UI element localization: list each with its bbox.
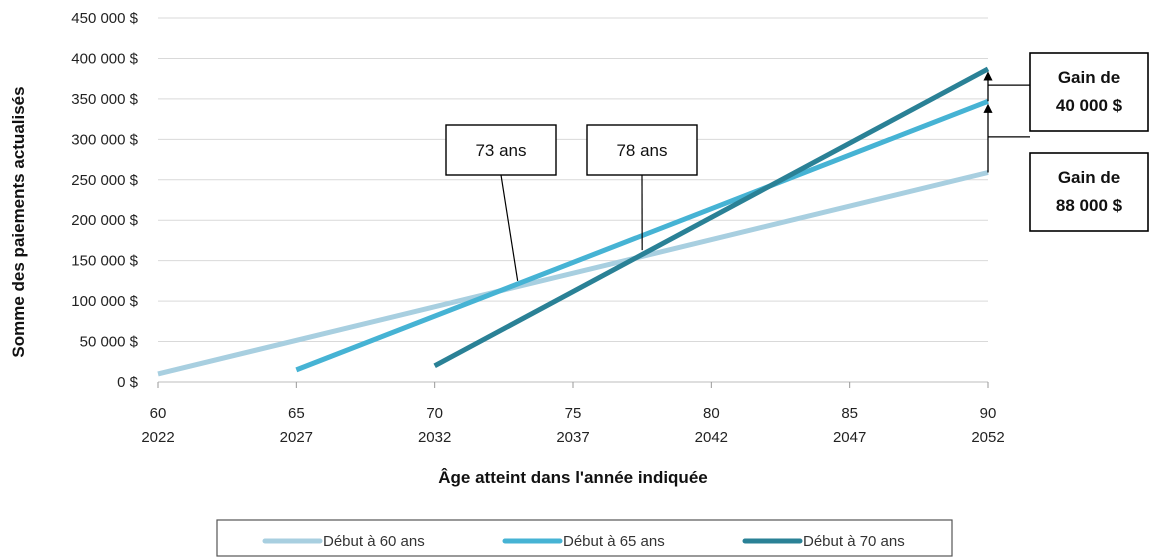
x-tick-label-year: 2052 xyxy=(971,429,1004,446)
y-tick-label: 250 000 $ xyxy=(71,172,138,189)
gain-40-callout-box xyxy=(1029,52,1149,132)
x-axis-title: Âge atteint dans l'année indiquée xyxy=(438,468,707,487)
callout-78-box xyxy=(586,124,698,176)
y-axis-title: Somme des paiements actualisés xyxy=(9,86,28,357)
gain-40-callout-line2: 40 000 $ xyxy=(1056,96,1123,115)
legend-label-3: Début à 70 ans xyxy=(803,533,905,550)
callout-73-leader xyxy=(500,174,519,281)
legend-box xyxy=(216,519,953,557)
callout-73: 73 ans xyxy=(445,124,557,281)
y-tick-label: 100 000 $ xyxy=(71,293,138,310)
x-tick-label-year: 2022 xyxy=(141,429,174,446)
x-tick-label-age: 80 xyxy=(703,405,720,422)
y-tick-label: 300 000 $ xyxy=(71,131,138,148)
callout-78-label: 78 ans xyxy=(616,141,667,160)
x-axis-ticks: 60 2022 65 2027 70 2032 75 2037 80 2042 85 2047 90 20… xyxy=(141,382,1005,446)
gain-40-callout-line1: Gain de xyxy=(1058,68,1120,87)
callout-73-label: 73 ans xyxy=(475,141,526,160)
y-tick-label: 200 000 $ xyxy=(71,212,138,229)
legend-label-1: Début à 60 ans xyxy=(323,533,425,550)
x-tick-label-age: 65 xyxy=(288,405,305,422)
x-tick-label-year: 2047 xyxy=(833,429,866,446)
legend: Début à 60 ans Début à 65 ans Début à 70 a… xyxy=(216,519,953,557)
x-tick-label-age: 70 xyxy=(426,405,443,422)
y-tick-label: 50 000 $ xyxy=(80,334,139,351)
y-tick-label: 150 000 $ xyxy=(71,253,138,270)
callout-73-box xyxy=(445,124,557,176)
x-tick-label-age: 85 xyxy=(841,405,858,422)
gain-40-callout: Gain de 40 000 $ xyxy=(983,52,1149,132)
x-tick-label-year: 2037 xyxy=(556,429,589,446)
legend-label-2: Début à 65 ans xyxy=(563,533,665,550)
y-tick-label: 450 000 $ xyxy=(71,10,138,27)
gridlines xyxy=(158,17,988,383)
x-tick-label-year: 2032 xyxy=(418,429,451,446)
y-tick-label: 400 000 $ xyxy=(71,50,138,67)
series-lines xyxy=(157,66,990,377)
x-tick-label-year: 2027 xyxy=(280,429,313,446)
gain-88-callout-line2: 88 000 $ xyxy=(1056,196,1123,215)
gain-88-callout-box xyxy=(1029,152,1149,232)
x-tick-label-age: 90 xyxy=(980,405,997,422)
annotations: 73 ans 78 ans Gain de 40 000 $ Gain de 88 000… xyxy=(445,52,1149,281)
series-line-1 xyxy=(157,170,989,377)
series-line-3 xyxy=(433,66,990,369)
gain-88-callout: Gain de 88 000 $ xyxy=(983,103,1149,232)
gain-88-callout-line1: Gain de xyxy=(1058,168,1120,187)
x-tick-label-age: 60 xyxy=(150,405,167,422)
y-axis-ticks: 0 $ 50 000 $ 100 000 $ 150 000 $ 200 000 $ 25… xyxy=(71,10,138,391)
callout-78: 78 ans xyxy=(586,124,698,251)
x-tick-label-year: 2042 xyxy=(695,429,728,446)
y-tick-label: 350 000 $ xyxy=(71,91,138,108)
x-tick-label-age: 75 xyxy=(565,405,582,422)
y-tick-label: 0 $ xyxy=(117,374,139,391)
